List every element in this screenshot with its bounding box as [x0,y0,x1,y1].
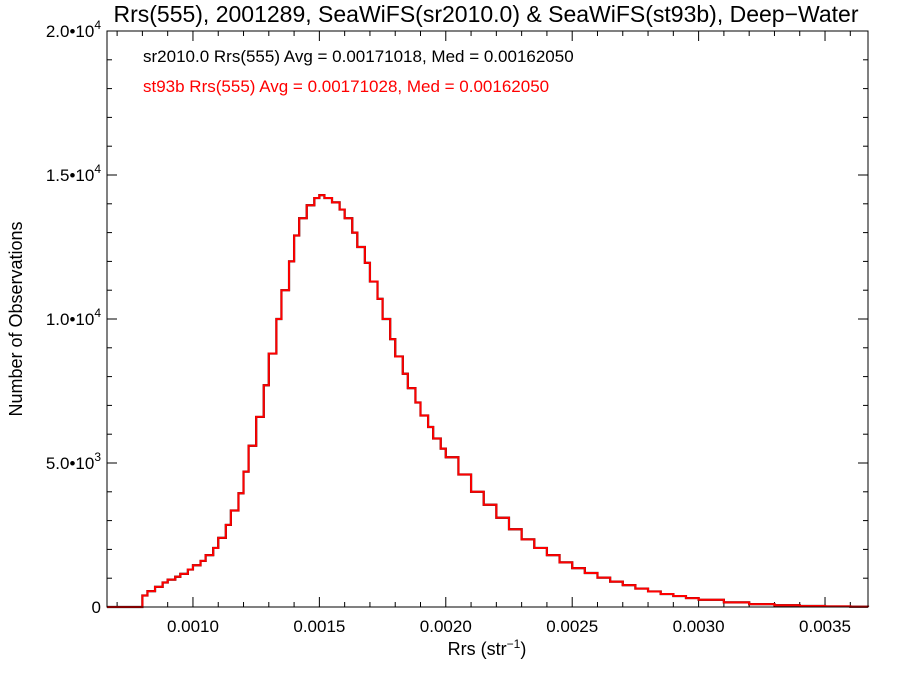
series-line-sr2010-0 [107,194,870,609]
chart-title: Rrs(555), 2001289, SeaWiFS(sr2010.0) & S… [113,1,858,27]
x-tick-label-2: 0.0020 [420,617,472,636]
x-tick-label-1: 0.0015 [293,617,345,636]
x-tick-label-5: 0.0035 [799,617,851,636]
annotation-st93b: st93b Rrs(555) Avg = 0.00171028, Med = 0… [143,77,549,96]
y-axis-label: Number of Observations [6,221,26,416]
x-axis-ticks: 0.0010 0.0015 0.0020 0.0025 0.0030 0.0035 [116,31,851,636]
y-tick-label-1: 5.0•103 [46,450,102,473]
x-axis-label-tail: ) [520,639,526,659]
x-tick-label-4: 0.0030 [673,617,725,636]
x-axis-label-base: Rrs (str [448,639,507,659]
x-axis-label-superscript: −1 [507,637,521,651]
y-tick-label-3: 1.5•104 [46,162,102,185]
series-layer [107,194,870,609]
y-axis-ticks: 0 5.0•103 1.0•104 1.5•104 2.0•104 [46,18,868,617]
y-tick-label-2: 1.0•104 [46,306,102,329]
y-tick-label-4: 2.0•104 [46,18,102,41]
annotation-sr2010: sr2010.0 Rrs(555) Avg = 0.00171018, Med … [143,47,574,66]
series-line-st93b [107,194,869,608]
x-tick-label-0: 0.0010 [167,617,219,636]
x-axis-label: Rrs (str−1) [448,637,527,659]
x-tick-label-3: 0.0025 [546,617,598,636]
plot-frame [106,30,869,608]
y-tick-label-0: 0 [92,598,101,617]
